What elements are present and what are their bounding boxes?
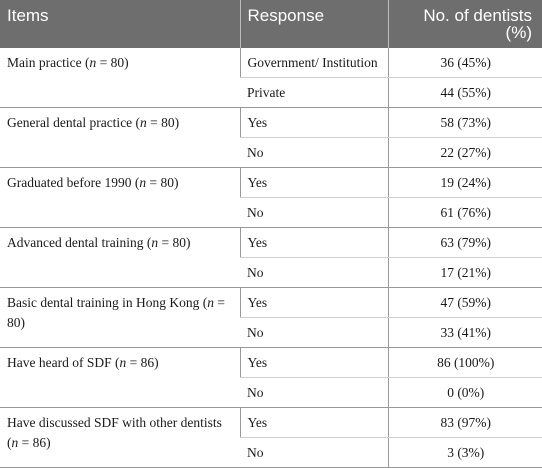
count-cell: 36 (45%) (387, 48, 542, 78)
item-cell: Main practice (n = 80) (0, 48, 240, 108)
item-cell: General dental practice (n = 80) (0, 107, 240, 168)
sample-size-value: = 80) (158, 235, 191, 250)
table-row: Private 44 (55%) (0, 77, 542, 108)
response-cell: No (240, 377, 388, 408)
count-cell: 3 (3%) (387, 437, 542, 468)
table-row: Graduated before 1990 (n = 80) Yes 19 (24%… (0, 167, 542, 228)
response-cell: Private (240, 77, 388, 108)
count-cell: 61 (76%) (387, 197, 542, 228)
response-cell: Yes (239, 227, 388, 258)
sample-size-value: = 80) (146, 115, 180, 130)
response-cell: Government/ Institution (239, 48, 388, 78)
sample-size-symbol: n (140, 115, 147, 130)
item-label: Main practice ( (7, 55, 90, 70)
count-cell: 19 (24%) (387, 167, 542, 198)
sample-size-symbol: n (11, 435, 19, 450)
item-cell: Basic dental training in Hong Kong (n = … (0, 287, 240, 348)
count-cell: 83 (97%) (387, 407, 542, 438)
header-items: Items (0, 0, 240, 48)
item-cell: Have discussed SDF with other dentists (… (0, 407, 240, 468)
item-cell: Have heard of SDF (n = 86) (0, 347, 240, 408)
count-cell: 0 (0%) (387, 377, 542, 408)
table-row: Have heard of SDF (n = 86) Yes 86 (100%) (0, 347, 542, 408)
table-row: Basic dental training in Hong Kong (n = … (0, 287, 542, 348)
count-cell: 33 (41%) (387, 317, 542, 348)
response-cell: No (240, 197, 388, 228)
sample-size-symbol: n (151, 235, 159, 250)
response-cell: No (240, 317, 388, 348)
response-cell: Yes (239, 167, 388, 198)
count-cell: 17 (21%) (387, 257, 542, 288)
response-cell: Yes (239, 107, 388, 138)
sample-size-symbol: n (207, 295, 214, 310)
count-cell: 86 (100%) (387, 347, 542, 378)
table-row: No 22 (27%) (0, 137, 542, 168)
response-cell: No (240, 437, 388, 468)
count-cell: 47 (59%) (387, 287, 542, 318)
table-row: No 0 (0%) (0, 377, 542, 408)
response-cell: Yes (239, 287, 388, 318)
item-label: Have heard of SDF ( (7, 355, 120, 370)
table-row: Have discussed SDF with other dentists (… (0, 407, 542, 468)
sample-size-symbol: n (119, 355, 127, 370)
item-label: Advanced dental training ( (7, 235, 152, 250)
item-label: Basic dental training in Hong Kong ( (7, 295, 208, 310)
table-row: Main practice (n = 80) Government/ Instit… (0, 48, 542, 108)
response-cell: Yes (239, 407, 388, 438)
item-cell: Advanced dental training (n = 80) (0, 227, 240, 288)
count-cell: 22 (27%) (387, 137, 542, 168)
header-row: Items Response No. of dentists (%) (0, 0, 542, 48)
response-cell: No (240, 137, 388, 168)
count-cell: 44 (55%) (387, 77, 542, 108)
sample-size-value: = 86) (18, 435, 51, 450)
sample-size-value: = 86) (126, 355, 159, 370)
table-row: Advanced dental training (n = 80) Yes 63 (… (0, 227, 542, 288)
response-cell: No (240, 257, 388, 288)
table-row: No 61 (76%) (0, 197, 542, 228)
header-count: No. of dentists (%) (387, 0, 542, 48)
header-response: Response (239, 0, 388, 48)
response-cell: Yes (239, 347, 388, 378)
table-body: Main practice (n = 80) Government/ Instit… (0, 48, 542, 468)
sample-size-value: = 80) (96, 55, 129, 70)
item-cell: Graduated before 1990 (n = 80) (0, 167, 240, 228)
sample-size-value: = 80) (7, 295, 225, 330)
count-cell: 58 (73%) (387, 107, 542, 138)
sample-size-symbol: n (139, 175, 147, 190)
table-row: No 33 (41%) (0, 317, 542, 348)
item-label: Graduated before 1990 ( (7, 175, 140, 190)
count-cell: 63 (79%) (387, 227, 542, 258)
item-label: General dental practice ( (7, 115, 141, 130)
sample-size-value: = 80) (146, 175, 179, 190)
table-row: General dental practice (n = 80) Yes 58 (7… (0, 107, 542, 168)
sample-size-symbol: n (89, 55, 97, 70)
table-row: No 17 (21%) (0, 257, 542, 288)
table-header: Items Response No. of dentists (%) (0, 0, 542, 48)
